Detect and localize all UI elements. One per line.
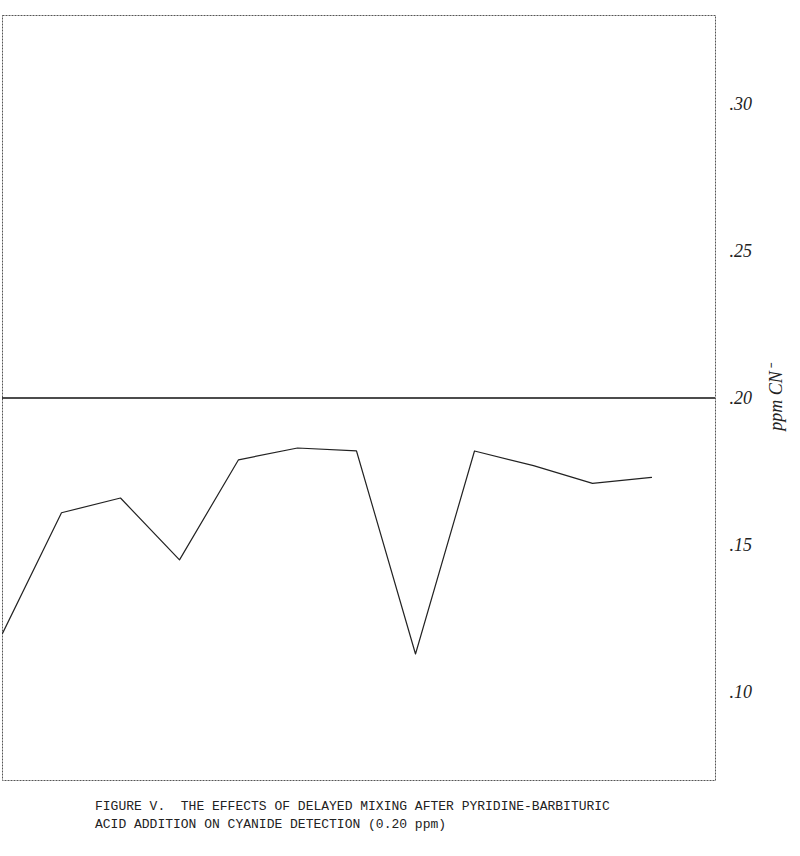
svg-text:.15: .15 xyxy=(730,535,753,555)
svg-text:.25: .25 xyxy=(730,241,753,261)
svg-text:.20: .20 xyxy=(730,388,753,408)
svg-text:ppm CN⁻: ppm CN⁻ xyxy=(766,362,786,433)
svg-text:.10: .10 xyxy=(730,682,753,702)
svg-text:.30: .30 xyxy=(730,94,753,114)
html-text:FIGURE V. THE EFFECTS OF DELAY: FIGURE V. THE EFFECTS OF DELAYED MIXING … xyxy=(95,799,618,832)
